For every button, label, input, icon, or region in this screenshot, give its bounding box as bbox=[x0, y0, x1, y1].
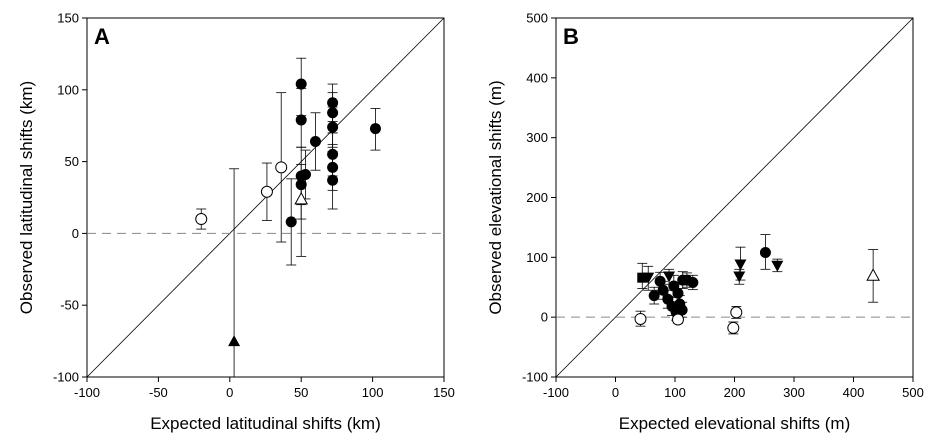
data-point-open-triangle bbox=[866, 268, 880, 281]
data-point-filled-circle bbox=[327, 121, 339, 133]
plot-frame bbox=[86, 17, 445, 378]
y-tick-label: 50 bbox=[65, 154, 79, 169]
data-point-filled-triangle-down bbox=[642, 272, 655, 284]
data-point-filled-circle bbox=[299, 169, 311, 181]
panel-a-chart: -100 -50 0 50 100 150 -100 -50 0 50 100 150 Expected… bbox=[17, 11, 455, 434]
panel-label: B bbox=[563, 24, 579, 49]
y-tick-label: -100 bbox=[522, 370, 548, 385]
x-axis-label: Expected elevational shifts (m) bbox=[619, 414, 851, 433]
data-point-filled-triangle-down bbox=[734, 259, 747, 271]
y-tick-label: -50 bbox=[60, 298, 79, 313]
y-tick-label: -100 bbox=[53, 370, 79, 385]
y-axis-label: Observed latitudinal shifts (km) bbox=[17, 81, 36, 314]
panel-label: A bbox=[94, 24, 110, 49]
x-tick-label: 50 bbox=[294, 385, 308, 400]
x-tick-label: -100 bbox=[543, 385, 569, 400]
data-point-open-circle bbox=[634, 312, 647, 325]
x-tick-label: 150 bbox=[433, 385, 455, 400]
data-point-open-triangle bbox=[294, 191, 309, 205]
x-tick-label: -50 bbox=[149, 385, 168, 400]
data-point-open-circle bbox=[727, 321, 740, 334]
x-axis-label: Expected latitudinal shifts (km) bbox=[150, 414, 381, 433]
data-point-filled-triangle-down bbox=[733, 271, 746, 283]
data-point-filled-circle bbox=[672, 287, 684, 299]
data-point-filled-circle bbox=[369, 123, 381, 135]
x-tick-label: -100 bbox=[74, 385, 100, 400]
data-point-filled-circle bbox=[309, 135, 321, 147]
y-axis-label: Observed elevational shifts (m) bbox=[486, 80, 505, 314]
panel-b-chart: -100 0 100 200 300 400 500 -100 0 100 200 300 400 500… bbox=[486, 11, 924, 434]
y-tick-label: 150 bbox=[57, 11, 79, 26]
y-tick-label: 400 bbox=[526, 70, 548, 85]
x-tick-label: 100 bbox=[362, 385, 384, 400]
data-point-filled-circle bbox=[285, 216, 297, 228]
data-point-open-circle bbox=[671, 313, 684, 326]
y-tick-label: 100 bbox=[526, 250, 548, 265]
x-tick-label: 400 bbox=[843, 385, 865, 400]
x-tick-label: 500 bbox=[902, 385, 924, 400]
data-point-filled-triangle-down bbox=[771, 260, 784, 272]
data-point-filled-triangle bbox=[228, 335, 241, 347]
data-point-filled-circle bbox=[295, 114, 307, 126]
y-tick-label: 300 bbox=[526, 130, 548, 145]
x-tick-label: 300 bbox=[783, 385, 805, 400]
data-point-filled-circle bbox=[295, 78, 307, 90]
one-to-one-line bbox=[555, 17, 914, 378]
data-point-filled-triangle-down bbox=[663, 271, 676, 283]
data-point-filled-circle bbox=[759, 247, 771, 259]
y-tick-label: 500 bbox=[526, 11, 548, 26]
x-tick-label: 0 bbox=[226, 385, 233, 400]
y-tick-label: 200 bbox=[526, 190, 548, 205]
data-point-filled-circle bbox=[687, 276, 699, 288]
data-point-filled-square bbox=[637, 272, 648, 283]
y-tick-label: 0 bbox=[541, 310, 548, 325]
data-point-filled-circle bbox=[327, 174, 339, 186]
x-tick-label: 0 bbox=[612, 385, 619, 400]
y-tick-label: 100 bbox=[57, 82, 79, 97]
data-point-open-circle bbox=[730, 306, 743, 319]
data-point-open-circle bbox=[195, 213, 208, 226]
x-tick-label: 100 bbox=[664, 385, 686, 400]
data-point-filled-circle bbox=[648, 290, 660, 302]
x-tick-label: 200 bbox=[724, 385, 746, 400]
data-point-open-circle bbox=[275, 161, 288, 174]
data-point-open-circle bbox=[260, 185, 273, 198]
data-point-filled-circle bbox=[676, 304, 688, 316]
y-tick-label: 0 bbox=[72, 226, 79, 241]
